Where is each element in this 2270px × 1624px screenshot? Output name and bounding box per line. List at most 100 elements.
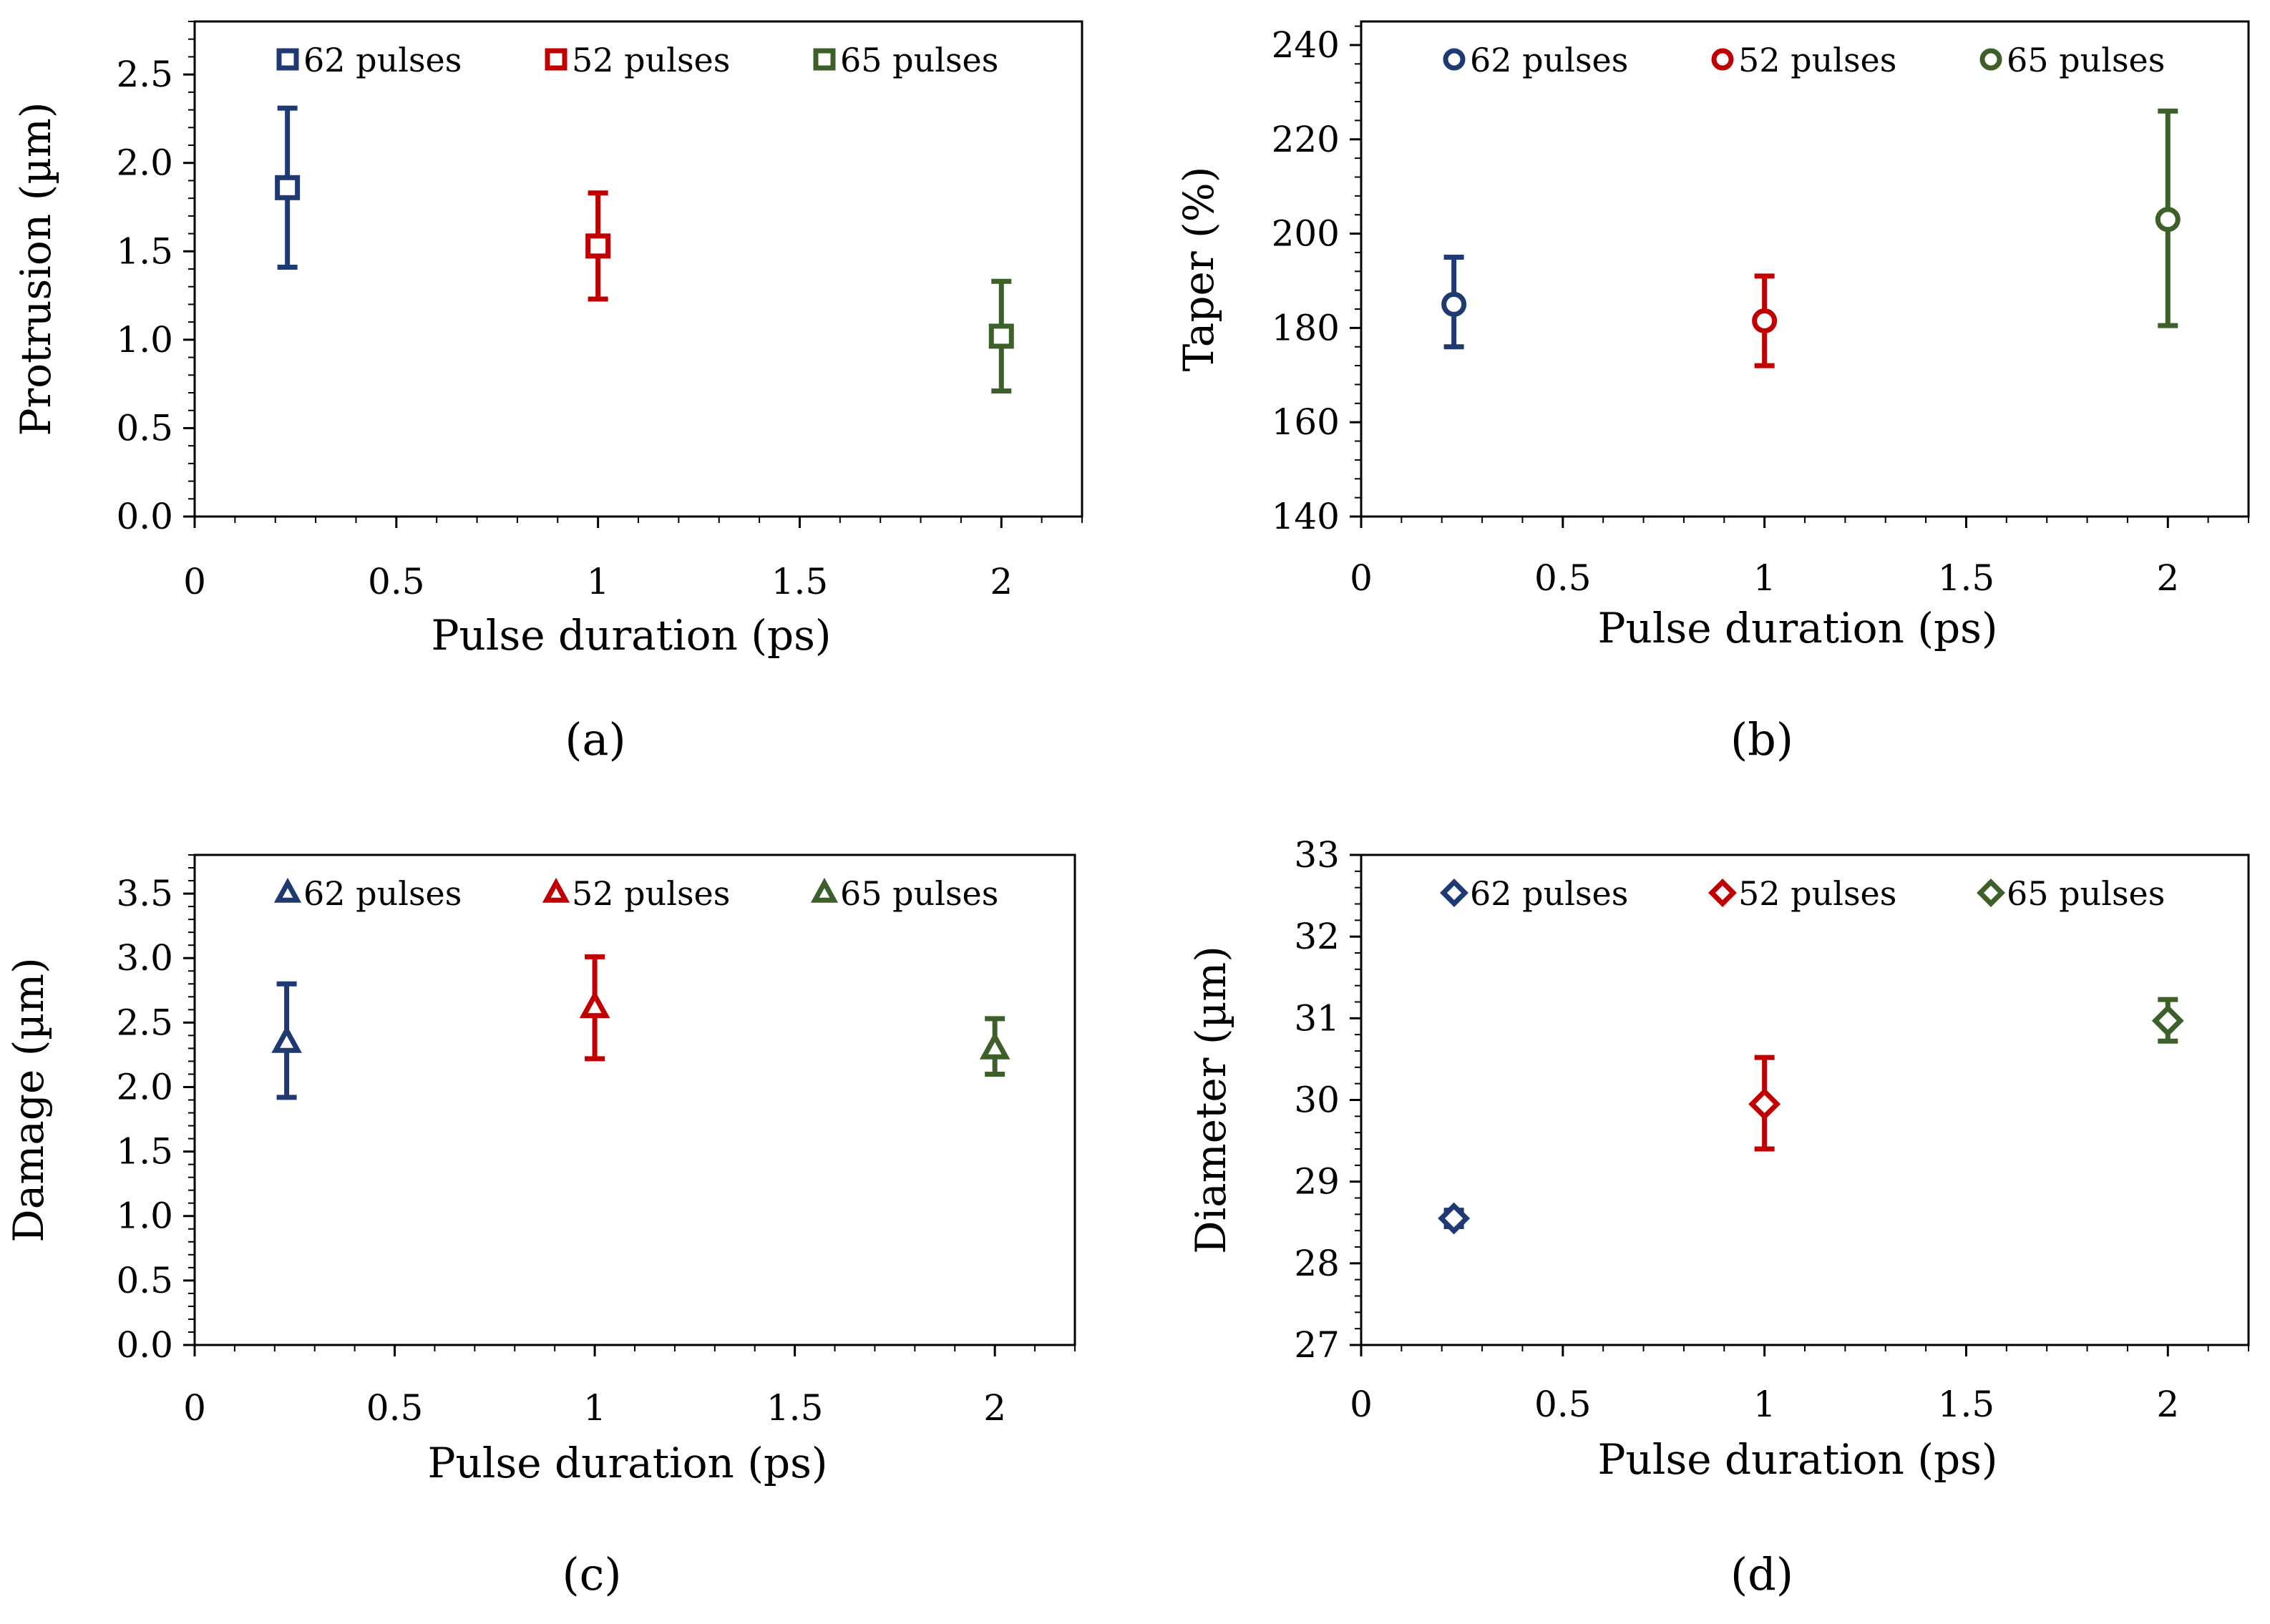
x-tick-label: 2 bbox=[983, 1387, 1006, 1429]
panel-label: (a) bbox=[565, 713, 625, 765]
data-point bbox=[988, 323, 1014, 349]
y-tick-label: 2.5 bbox=[116, 1002, 173, 1043]
y-tick-label: 1.5 bbox=[116, 230, 173, 272]
x-tick-label: 0.5 bbox=[1534, 557, 1592, 599]
y-tick-label: 3.5 bbox=[116, 873, 173, 914]
y-tick-label: 140 bbox=[1272, 496, 1340, 537]
x-tick-label: 0.5 bbox=[1534, 1384, 1592, 1425]
y-tick-label: 0.0 bbox=[116, 1324, 173, 1366]
y-tick-label: 180 bbox=[1272, 307, 1340, 348]
series-52-pulses bbox=[1752, 273, 1778, 368]
y-tick-label: 32 bbox=[1294, 916, 1340, 957]
legend-entry: 62 pulses bbox=[1470, 41, 1628, 79]
y-tick-label: 3.0 bbox=[116, 937, 173, 979]
y-tick-label: 0.5 bbox=[116, 407, 173, 449]
data-point bbox=[275, 175, 301, 200]
legend-entry: 65 pulses bbox=[2007, 41, 2165, 79]
legend-entry: 62 pulses bbox=[303, 874, 462, 913]
panel-label: (d) bbox=[1730, 1548, 1793, 1600]
data-point bbox=[1441, 291, 1467, 317]
series-65-pulses bbox=[988, 278, 1014, 394]
legend-marker bbox=[1708, 879, 1737, 907]
legend-marker bbox=[813, 48, 836, 71]
data-point bbox=[2151, 1004, 2184, 1037]
x-axis-title: Pulse duration (ps) bbox=[428, 1439, 828, 1487]
y-axis-title: Diameter (µm) bbox=[1187, 946, 1235, 1254]
x-tick-label: 1 bbox=[1753, 557, 1776, 599]
y-tick-label: 240 bbox=[1272, 24, 1340, 66]
data-point bbox=[579, 990, 610, 1019]
series-52-pulses bbox=[1748, 1055, 1781, 1152]
panel-label: (c) bbox=[562, 1548, 621, 1600]
y-axis-title: Taper (%) bbox=[1174, 167, 1223, 372]
x-tick-label: 0 bbox=[183, 1387, 206, 1429]
legend-entry: 65 pulses bbox=[840, 874, 998, 913]
series-65-pulses bbox=[2151, 997, 2184, 1044]
x-tick-label: 1 bbox=[587, 561, 610, 602]
legend-entry: 52 pulses bbox=[1738, 41, 1896, 79]
x-tick-label: 0 bbox=[1350, 557, 1373, 599]
series-62-pulses bbox=[271, 981, 302, 1100]
legend-marker bbox=[810, 877, 839, 903]
data-point bbox=[1438, 1202, 1471, 1235]
x-tick-label: 0.5 bbox=[366, 1387, 424, 1429]
chart-panel-2: 0 0.5 1 1.5 2 140 160 180 200 220 240 Pulse duratio… bbox=[1174, 20, 2250, 765]
y-tick-label: 31 bbox=[1294, 997, 1340, 1039]
series-52-pulses bbox=[585, 190, 611, 302]
legend-marker bbox=[1443, 48, 1466, 71]
series-62-pulses bbox=[1441, 255, 1467, 350]
y-tick-label: 2.5 bbox=[116, 54, 173, 95]
legend-entry: 52 pulses bbox=[1738, 874, 1896, 913]
y-axis-title: Damage (µm) bbox=[4, 957, 53, 1243]
x-tick-label: 2 bbox=[990, 561, 1013, 602]
series-62-pulses bbox=[275, 105, 301, 270]
x-tick-label: 1.5 bbox=[1938, 557, 1995, 599]
data-point bbox=[585, 233, 611, 259]
legend-marker bbox=[273, 877, 302, 903]
legend-marker bbox=[276, 48, 299, 71]
x-tick-label: 2 bbox=[2156, 557, 2179, 599]
x-axis-title: Pulse duration (ps) bbox=[1598, 604, 1998, 652]
x-tick-label: 1.5 bbox=[771, 561, 829, 602]
y-tick-label: 1.5 bbox=[116, 1131, 173, 1173]
plot-frame bbox=[1360, 20, 2250, 518]
y-tick-label: 30 bbox=[1294, 1080, 1340, 1121]
x-tick-label: 0.5 bbox=[368, 561, 425, 602]
x-axis-title: Pulse duration (ps) bbox=[1598, 1435, 1998, 1484]
x-tick-label: 1 bbox=[583, 1387, 606, 1429]
x-tick-label: 1 bbox=[1753, 1384, 1776, 1425]
legend-marker bbox=[1440, 879, 1468, 907]
series-65-pulses bbox=[2155, 108, 2181, 328]
legend-entry: 52 pulses bbox=[572, 41, 730, 79]
x-tick-label: 1.5 bbox=[1938, 1384, 1995, 1425]
legend-marker bbox=[542, 877, 570, 903]
legend-marker bbox=[1977, 879, 2005, 907]
chart-panel-4: 0 0.5 1 1.5 2 27 28 29 30 31 32 33 Pulse duration (p… bbox=[1187, 834, 2250, 1600]
legend-entry: 65 pulses bbox=[840, 41, 998, 79]
y-tick-label: 1.0 bbox=[116, 1195, 173, 1237]
legend-entry: 62 pulses bbox=[1470, 874, 1628, 913]
y-tick-label: 2.0 bbox=[116, 142, 173, 184]
legend-entry: 65 pulses bbox=[2007, 874, 2165, 913]
y-tick-label: 28 bbox=[1294, 1243, 1340, 1284]
chart-panel-1: 0 0.5 1 1.5 2 0.0 0.5 1.0 1.5 2.0 2.5 Pulse duratio… bbox=[11, 20, 1083, 765]
data-point bbox=[1752, 308, 1778, 333]
x-tick-label: 0 bbox=[1350, 1384, 1373, 1425]
legend-entry: 62 pulses bbox=[303, 41, 462, 79]
y-tick-label: 220 bbox=[1272, 119, 1340, 160]
series-65-pulses bbox=[979, 1016, 1010, 1077]
x-axis-title: Pulse duration (ps) bbox=[432, 611, 832, 660]
y-tick-label: 0.0 bbox=[116, 496, 173, 537]
legend-marker bbox=[1979, 48, 2002, 71]
x-tick-label: 1.5 bbox=[766, 1387, 824, 1429]
y-tick-label: 2.0 bbox=[116, 1066, 173, 1107]
legend-marker bbox=[545, 48, 568, 71]
plot-frame bbox=[1360, 853, 2250, 1346]
legend-entry: 52 pulses bbox=[572, 874, 730, 913]
chart-panel-3: 0 0.5 1 1.5 2 0.0 0.5 1.0 1.5 2.0 2.5 3.0 3.5 Pulse d… bbox=[4, 853, 1076, 1600]
y-tick-label: 0.5 bbox=[116, 1260, 173, 1301]
legend-marker bbox=[1711, 48, 1734, 71]
series-62-pulses bbox=[1438, 1202, 1471, 1235]
plot-frame bbox=[193, 853, 1076, 1346]
